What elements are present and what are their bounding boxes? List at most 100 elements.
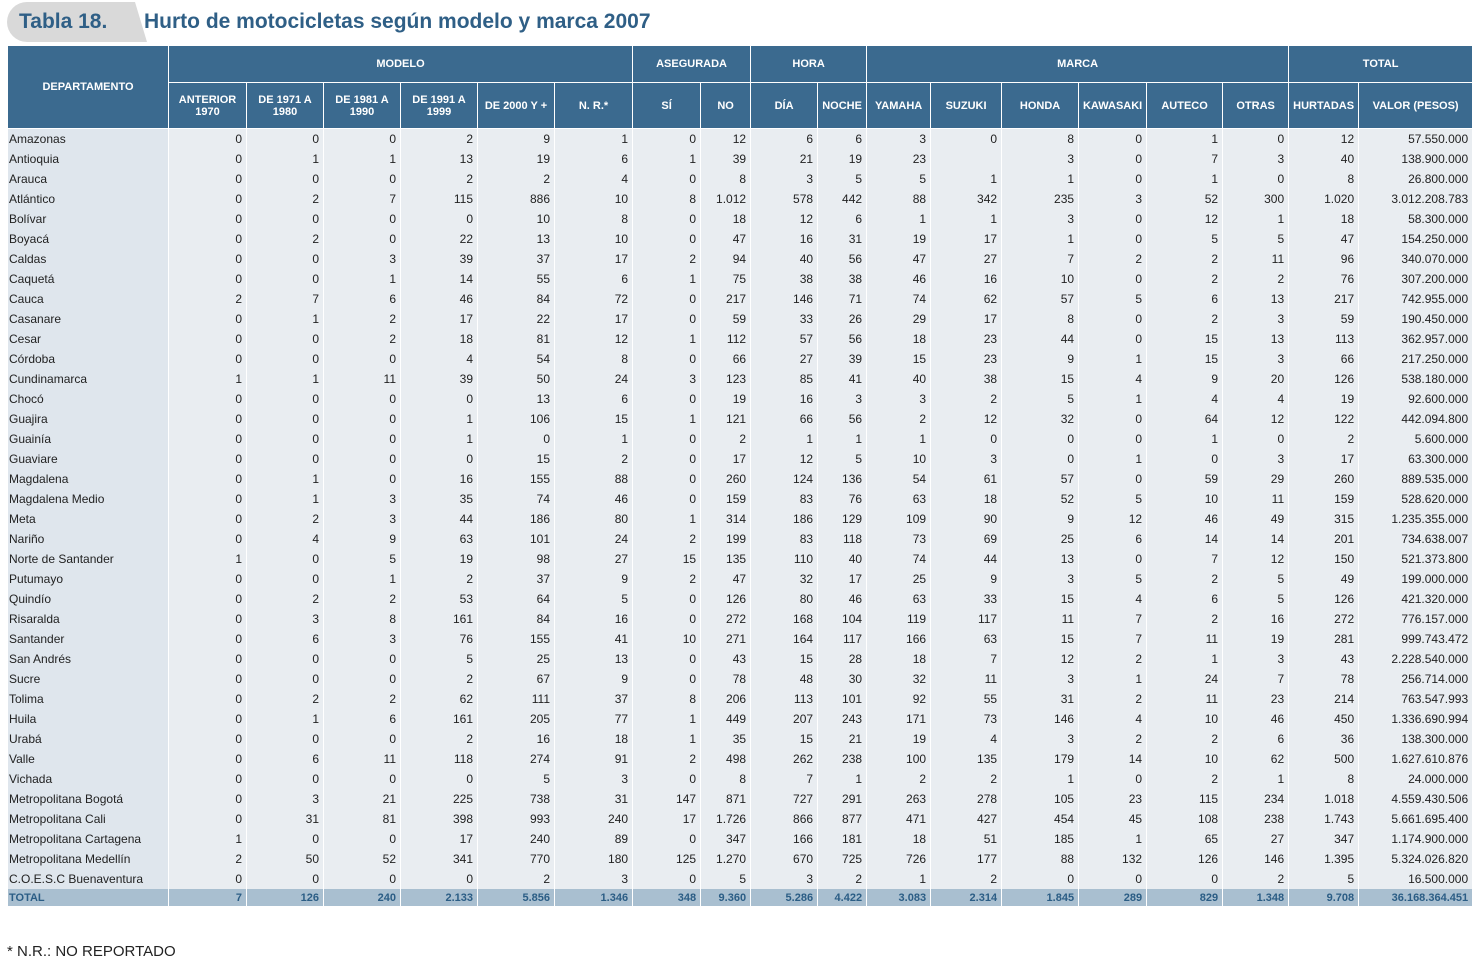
value-cell: 31 [1001, 689, 1080, 709]
value-cell: 0 [246, 549, 324, 569]
value-cell: 57 [1001, 289, 1080, 309]
value-cell: 2 [1146, 729, 1224, 749]
value-cell: 243 [817, 709, 868, 729]
value-cell: 2 [323, 309, 401, 329]
value-cell: 3 [1001, 209, 1080, 229]
value-cell: 9 [553, 669, 634, 689]
value-cell: 5 [1288, 869, 1360, 889]
value-cell: 106 [477, 409, 555, 429]
value-cell: 0 [632, 829, 702, 849]
value-cell: 23 [1078, 789, 1148, 809]
value-cell: 56 [817, 329, 868, 349]
table-head: DEPARTAMENTO MODELO ASEGURADA HORA MARCA TOTA… [7, 45, 1474, 129]
value-cell: 449 [700, 709, 752, 729]
value-cell: 235 [1001, 189, 1080, 209]
value-cell: 5 [866, 169, 932, 189]
value-cell: 15 [1146, 329, 1224, 349]
value-cell: 18 [1288, 209, 1360, 229]
value-cell: 44 [400, 509, 478, 529]
table-row: Amazonas 0 0 0 2 9 1 0 12 6 6 3 0 8 0 1 0 12 57.550.000 [7, 128, 1474, 149]
value-cell: 1 [553, 429, 634, 449]
value-cell: 117 [817, 629, 868, 649]
value-cell: 8 [1001, 309, 1080, 329]
value-cell: 15 [1001, 589, 1080, 609]
value-cell: 159 [1288, 489, 1360, 509]
value-cell: 528.620.000 [1358, 489, 1474, 509]
value-cell: 17 [553, 249, 634, 269]
value-cell: 0 [1146, 449, 1224, 469]
value-cell: 56 [817, 249, 868, 269]
value-cell: 6 [323, 709, 401, 729]
value-cell: 0 [323, 209, 401, 229]
total-row: TOTAL 7 126 240 2.133 5.856 1.346 348 9.360 5.286… [7, 889, 1474, 906]
department-cell: Atlántico [7, 189, 169, 209]
value-cell: 0 [1078, 549, 1148, 569]
value-cell: 0 [168, 669, 247, 689]
value-cell: 0 [1078, 869, 1148, 889]
value-cell: 2 [632, 529, 702, 549]
value-cell: 274 [477, 749, 555, 769]
value-cell: 14 [1146, 529, 1224, 549]
value-cell: 2 [1146, 309, 1224, 329]
value-cell: 55 [477, 269, 555, 289]
value-cell: 0 [168, 469, 247, 489]
value-cell: 2 [246, 229, 324, 249]
value-cell: 9 [323, 529, 401, 549]
value-cell: 2 [477, 169, 555, 189]
value-cell: 24 [1146, 669, 1224, 689]
value-cell: 13 [1222, 329, 1290, 349]
value-cell: 58.300.000 [1358, 209, 1474, 229]
department-cell: Caldas [7, 249, 169, 269]
value-cell: 3 [323, 249, 401, 269]
value-cell: 1 [246, 469, 324, 489]
value-cell: 12 [1078, 509, 1148, 529]
value-cell: 0 [323, 669, 401, 689]
value-cell: 19 [866, 229, 932, 249]
value-cell: 5 [477, 769, 555, 789]
value-cell: 43 [1288, 649, 1360, 669]
value-cell: 39 [700, 149, 752, 169]
value-cell: 17 [700, 449, 752, 469]
value-cell: 238 [1222, 809, 1290, 829]
value-cell: 1.743 [1288, 809, 1360, 829]
value-cell: 57 [1001, 469, 1080, 489]
value-cell: 866 [750, 809, 819, 829]
value-cell: 7 [750, 769, 819, 789]
value-cell: 146 [1001, 709, 1080, 729]
value-cell: 240 [553, 809, 634, 829]
value-cell: 3 [866, 128, 932, 149]
department-cell: Huila [7, 709, 169, 729]
value-cell: 0 [246, 249, 324, 269]
value-cell: 15 [632, 549, 702, 569]
column-header: VALOR (PESOS) [1358, 82, 1474, 129]
value-cell: 1 [866, 869, 932, 889]
value-cell: 291 [817, 789, 868, 809]
value-cell: 73 [866, 529, 932, 549]
value-cell: 98 [477, 549, 555, 569]
value-cell: 62 [930, 289, 1003, 309]
department-cell: Tolima [7, 689, 169, 709]
value-cell: 0 [246, 569, 324, 589]
value-cell: 66 [700, 349, 752, 369]
value-cell: 1 [168, 369, 247, 389]
value-cell: 11 [323, 369, 401, 389]
value-cell: 161 [400, 709, 478, 729]
value-cell: 0 [168, 269, 247, 289]
department-cell: Meta [7, 509, 169, 529]
value-cell: 29 [866, 309, 932, 329]
value-cell: 0 [168, 409, 247, 429]
value-cell: 10 [1146, 709, 1224, 729]
value-cell: 272 [1288, 609, 1360, 629]
value-cell: 3 [1222, 149, 1290, 169]
value-cell: 19 [477, 149, 555, 169]
value-cell: 40 [750, 249, 819, 269]
value-cell: 2 [400, 569, 478, 589]
value-cell: 9 [477, 128, 555, 149]
value-cell: 126 [700, 589, 752, 609]
value-cell: 117 [930, 609, 1003, 629]
value-cell: 74 [866, 289, 932, 309]
value-cell: 44 [1001, 329, 1080, 349]
table-row: Antioquia 0 1 1 13 19 6 1 39 21 19 23 3 0 7 3 40 138.900.… [7, 149, 1474, 169]
value-cell: 43 [700, 649, 752, 669]
table-row: San Andrés 0 0 0 5 25 13 0 43 15 28 18 7 12 2 1 3 43 2.228… [7, 649, 1474, 669]
